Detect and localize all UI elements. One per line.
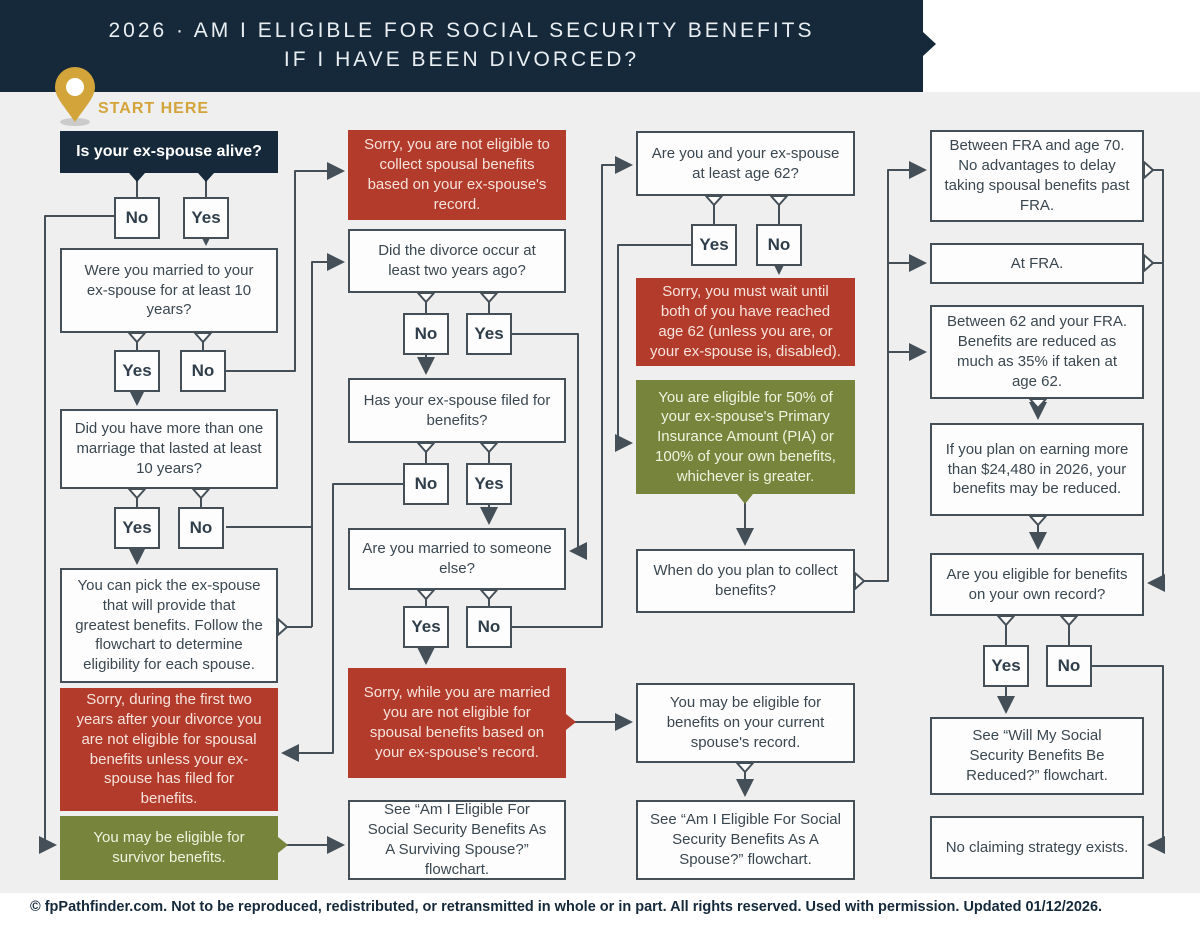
answer-yes-exfiled: Yes <box>466 463 512 505</box>
answer-no-divorce2yr: No <box>403 313 449 355</box>
node-see-spouse-flowchart: See “Am I Eligible For Social Security B… <box>636 800 855 880</box>
node-fra-to-70: Between FRA and age 70. No advantages to… <box>930 130 1144 222</box>
node-age-62: Are you and your ex-spouse at least age … <box>636 131 855 196</box>
answer-yes-ownrecord: Yes <box>983 645 1029 687</box>
node-when-collect: When do you plan to collect benefits? <box>636 549 855 613</box>
node-survivor-benefits: You may be eligible for survivor benefit… <box>60 816 278 880</box>
title-line-2: IF I HAVE BEEN DIVORCED? <box>283 48 640 71</box>
node-multiple-marriages: Did you have more than one marriage that… <box>60 409 278 489</box>
node-divorce-two-years: Did the divorce occur at least two years… <box>348 229 566 293</box>
node-own-record: Are you eligible for benefits on your ow… <box>930 553 1144 616</box>
answer-yes-marriedelse: Yes <box>403 606 449 648</box>
footer-strip <box>0 893 1200 927</box>
node-no-claiming-strategy: No claiming strategy exists. <box>930 816 1144 879</box>
answer-no-ownrecord: No <box>1046 645 1092 687</box>
answer-yes-multi: Yes <box>114 507 160 549</box>
node-see-surviving-spouse-flowchart: See “Am I Eligible For Social Security B… <box>348 800 566 880</box>
answer-yes-married10: Yes <box>114 350 160 392</box>
node-not-eligible-ex-record: Sorry, you are not eligible to collect s… <box>348 130 566 220</box>
node-ex-filed: Has your ex-spouse filed for benefits? <box>348 378 566 443</box>
answer-no-marriedelse: No <box>466 606 512 648</box>
copyright-text: © fpPathfinder.com. Not to be reproduced… <box>30 899 1103 915</box>
exit-tabs <box>128 161 1154 853</box>
node-first-two-years: Sorry, during the first two years after … <box>60 688 278 811</box>
node-married-not-eligible: Sorry, while you are married you are not… <box>348 668 566 778</box>
start-here-label: START HERE <box>98 100 210 117</box>
node-see-benefits-reduced-flowchart: See “Will My Social Security Benefits Be… <box>930 717 1144 795</box>
answer-no-multi: No <box>178 507 224 549</box>
answer-no-age62: No <box>756 224 802 266</box>
node-must-wait-62: Sorry, you must wait until both of you h… <box>636 278 855 366</box>
start-pin-icon <box>55 67 95 126</box>
banner-arrow-notch <box>923 32 936 56</box>
node-married-10-years: Were you married to your ex-spouse for a… <box>60 248 278 333</box>
node-eligible-50-percent: You are eligible for 50% of your ex-spou… <box>636 380 855 494</box>
node-current-spouse-record: You may be eligible for benefits on your… <box>636 683 855 763</box>
node-married-someone-else: Are you married to someone else? <box>348 528 566 590</box>
answer-no-married10: No <box>180 350 226 392</box>
node-between-62-fra: Between 62 and your FRA. Benefits are re… <box>930 305 1144 399</box>
node-earnings-limit: If you plan on earning more than $24,480… <box>930 423 1144 516</box>
answer-yes-alive: Yes <box>183 197 229 239</box>
title-banner: 2026 · AM I ELIGIBLE FOR SOCIAL SECURITY… <box>0 0 923 92</box>
answer-yes-age62: Yes <box>691 224 737 266</box>
node-ex-spouse-alive: Is your ex-spouse alive? <box>60 131 278 173</box>
title-line-1: 2026 · AM I ELIGIBLE FOR SOCIAL SECURITY… <box>108 19 815 43</box>
answer-no-exfiled: No <box>403 463 449 505</box>
node-at-fra: At FRA. <box>930 243 1144 284</box>
answer-yes-divorce2yr: Yes <box>466 313 512 355</box>
node-pick-spouse: You can pick the ex-spouse that will pro… <box>60 568 278 683</box>
answer-no-alive: No <box>114 197 160 239</box>
